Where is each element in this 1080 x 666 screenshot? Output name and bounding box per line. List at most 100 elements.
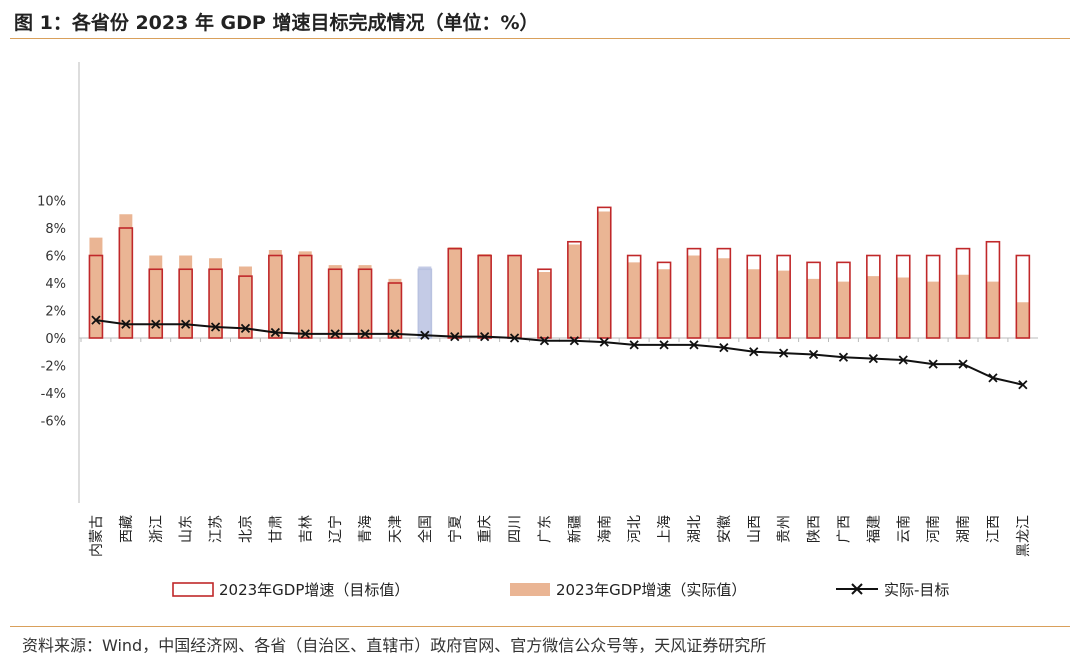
category-label: 甘肃 (268, 515, 284, 543)
category-label: 天津 (388, 515, 404, 543)
actual-bar (597, 211, 611, 338)
category-label: 内蒙古 (89, 515, 105, 557)
target-bar (925, 254, 941, 339)
target-bar (208, 268, 223, 339)
y-tick-label: -6% (41, 415, 66, 430)
category-label: 吉林 (298, 515, 314, 543)
diff-point (121, 319, 131, 329)
category-label: 四川 (508, 515, 524, 543)
target-bar (686, 247, 702, 339)
category-label: 黑龙江 (1016, 515, 1032, 557)
target-bar (268, 254, 283, 339)
actual-bar (627, 262, 641, 338)
target-bar (746, 254, 762, 339)
category-label: 宁夏 (447, 515, 464, 543)
target-bar (357, 268, 373, 339)
diff-line-series (91, 315, 1028, 390)
actual-bar (478, 254, 492, 338)
target-bar (836, 261, 851, 339)
diff-point (838, 352, 849, 362)
category-label: 上海 (657, 515, 673, 543)
actual-bars (89, 211, 1030, 338)
diff-point (868, 353, 878, 364)
category-label: 广东 (537, 515, 553, 543)
diff-point (210, 322, 221, 332)
diff-point (300, 329, 310, 339)
category-label: 广西 (836, 515, 852, 543)
category-labels: 内蒙古 西藏 浙江 山东 江苏 北京 甘肃 吉林 辽宁 青海 天津 全国 宁夏 重庆 四川 广东 新疆 海南 河北上… (89, 515, 1032, 557)
legend: 2023年GDP增速（目标值） 2023年GDP增速（实际值） 实际-目标 (172, 581, 949, 599)
category-label: 福建 (866, 515, 882, 543)
actual-bar (777, 270, 791, 338)
target-bar (866, 254, 881, 339)
category-label: 江西 (986, 515, 1002, 543)
target-bar (626, 254, 642, 339)
diff-point (808, 349, 819, 360)
category-label: 北京 (238, 515, 254, 543)
target-bar (238, 275, 253, 339)
legend-label-actual: 2023年GDP增速（实际值） (556, 581, 746, 599)
target-bar (327, 268, 343, 339)
actual-bar (358, 265, 372, 338)
target-bar (118, 227, 134, 339)
diff-point (629, 340, 639, 350)
target-bar (447, 247, 463, 339)
legend-label-line: 实际-目标 (884, 581, 949, 599)
diff-point (240, 323, 251, 334)
target-bar (417, 268, 433, 339)
y-tick-labels: 10% 8% 6% 4% 2% 0% -2% -4% -6% (37, 195, 66, 430)
actual-bar (717, 258, 731, 338)
actual-bar (687, 255, 701, 338)
actual-bar (298, 251, 312, 338)
target-bar (567, 240, 582, 339)
actual-bar (866, 276, 880, 338)
actual-bar (179, 255, 193, 338)
target-bar (297, 254, 313, 339)
target-bar (656, 261, 672, 339)
actual-bar (657, 269, 671, 338)
target-bar (148, 268, 164, 339)
diff-point (360, 329, 370, 339)
target-bar (88, 254, 104, 339)
diff-point (390, 329, 400, 339)
actual-bar (537, 272, 551, 338)
category-label: 河南 (926, 515, 942, 543)
category-label: 江苏 (209, 515, 225, 543)
category-label: 浙江 (149, 515, 165, 543)
target-bar (178, 268, 193, 339)
actual-bar (747, 269, 761, 338)
diff-point (779, 348, 789, 358)
category-label: 山西 (747, 515, 763, 543)
bottom-rule (10, 626, 1070, 627)
diff-point (689, 340, 699, 350)
category-label: 云南 (896, 515, 912, 543)
actual-bar (448, 247, 462, 338)
target-bar (716, 247, 732, 339)
category-label: 陕西 (807, 515, 823, 543)
category-label: 湖北 (687, 515, 703, 543)
target-bar (985, 240, 1001, 339)
y-tick-label: -2% (41, 360, 66, 375)
diff-point (749, 347, 759, 357)
legend-marker-x (851, 583, 863, 595)
diff-point (928, 359, 938, 369)
actual-bar (328, 265, 342, 338)
legend-label-target: 2023年GDP增速（目标值） (219, 581, 409, 599)
category-label: 河北 (627, 515, 643, 543)
target-bar (955, 247, 971, 339)
actual-bar (209, 258, 223, 338)
target-bar (895, 254, 911, 339)
actual-bar (836, 281, 850, 338)
actual-bar (956, 274, 970, 338)
target-bar (776, 254, 791, 339)
y-tick-label: 0% (45, 332, 66, 347)
target-bar (806, 261, 821, 339)
actual-bar (119, 214, 133, 338)
diff-point (91, 315, 101, 325)
diff-point (599, 337, 609, 347)
actual-bar (508, 255, 522, 338)
target-bar (477, 254, 492, 339)
actual-bar (926, 281, 940, 338)
figure-title: 图 1：各省份 2023 年 GDP 增速目标完成情况（单位：%） (14, 12, 539, 34)
diff-point (420, 330, 430, 340)
